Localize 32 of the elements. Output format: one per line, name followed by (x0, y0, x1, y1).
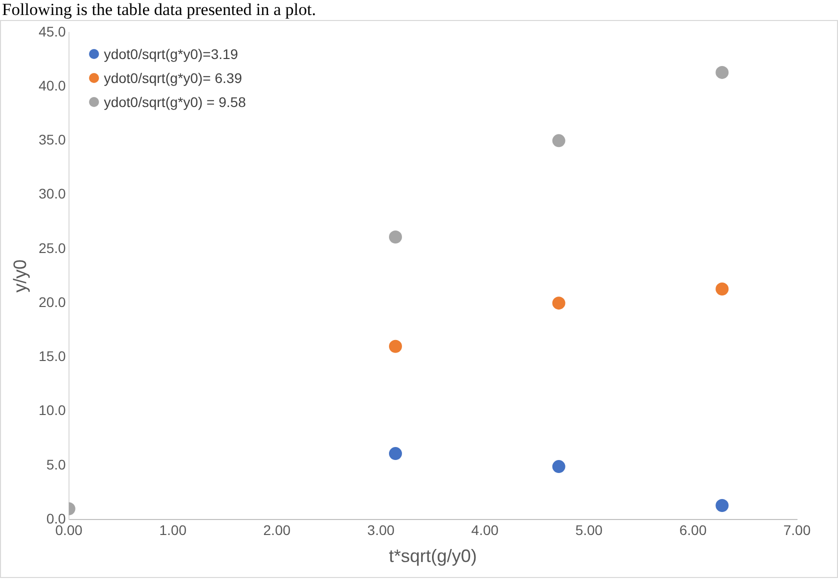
x-tick-label: 6.00 (679, 522, 707, 538)
text: Following is the table data presented in a plot. (1, 0, 317, 20)
x-tick-label: 4.00 (471, 522, 499, 538)
point (716, 282, 729, 296)
x-tick-label: 7.00 (783, 522, 811, 538)
y-tick-label: 30.0 (38, 186, 66, 202)
x-tick-label: 2.00 (263, 522, 291, 538)
point (552, 460, 566, 474)
point (388, 340, 402, 353)
point (716, 66, 729, 79)
y-tick-label: 20.0 (38, 294, 66, 310)
y-tick-label: 15.0 (38, 348, 66, 364)
y-tick-label: 40.0 (38, 77, 66, 94)
x-axis-title: t*sqrt(g/y0) (388, 546, 477, 566)
y-tick-label: 10.0 (38, 402, 66, 418)
x-tick-label: 5.00 (575, 522, 603, 538)
point (388, 447, 402, 460)
point (388, 230, 402, 244)
point (552, 134, 566, 148)
point (552, 296, 566, 310)
y-tick-label: 25.0 (38, 240, 66, 256)
x-tick-label: 3.00 (367, 522, 395, 538)
y-tick-label: 35.0 (38, 132, 66, 148)
legend-label: ydot0/sqrt(g*y0)=3.19 (104, 46, 238, 62)
legend-label: ydot0/sqrt(g*y0)= 6.39 (104, 70, 242, 86)
legend-label: ydot0/sqrt(g*y0) = 9.58 (104, 94, 246, 110)
y-tick-label: 45.0 (38, 23, 66, 40)
y-axis-title: y/y0 (10, 259, 30, 293)
x-tick-label: 1.00 (159, 522, 187, 538)
y-tick-label: 5.0 (46, 456, 66, 472)
y-tick-label: 0.0 (46, 510, 66, 526)
point (716, 499, 729, 512)
